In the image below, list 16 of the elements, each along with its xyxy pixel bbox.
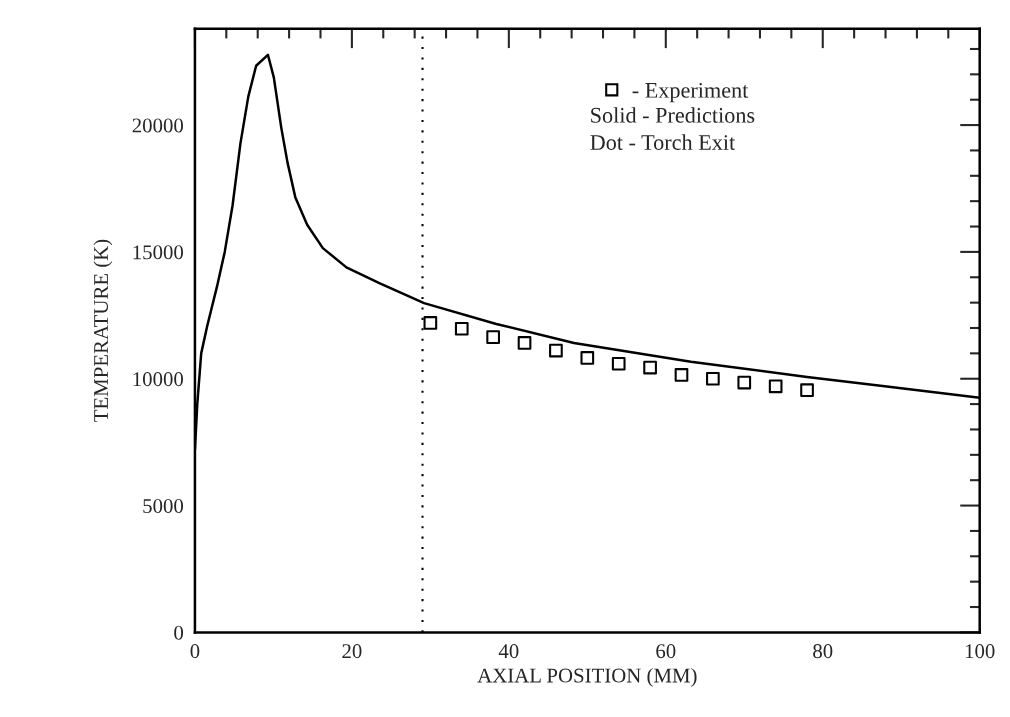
x-tick-label: 80 xyxy=(813,644,833,659)
annotation: Solid - Predictions xyxy=(591,107,755,123)
y-tick-label: 10000 xyxy=(133,372,184,387)
x-tick-label: 0 xyxy=(190,644,200,659)
y-axis-title: TEMPERATURE (K) xyxy=(93,239,113,422)
x-tick-label: 60 xyxy=(656,644,676,659)
y-tick-label: 5000 xyxy=(143,498,184,513)
y-tick-label: 0 xyxy=(174,625,184,640)
legend-label: - Experiment xyxy=(632,82,749,103)
y-tick-label: 15000 xyxy=(133,245,184,260)
x-tick-label: 100 xyxy=(965,644,995,659)
x-axis-title: AXIAL POSITION (MM) xyxy=(477,667,697,687)
x-tick-label: 20 xyxy=(342,644,362,659)
annotation: Dot - Torch Exit xyxy=(590,134,736,150)
x-tick-label: 40 xyxy=(498,644,519,659)
y-tick-label: 20000 xyxy=(132,118,184,133)
